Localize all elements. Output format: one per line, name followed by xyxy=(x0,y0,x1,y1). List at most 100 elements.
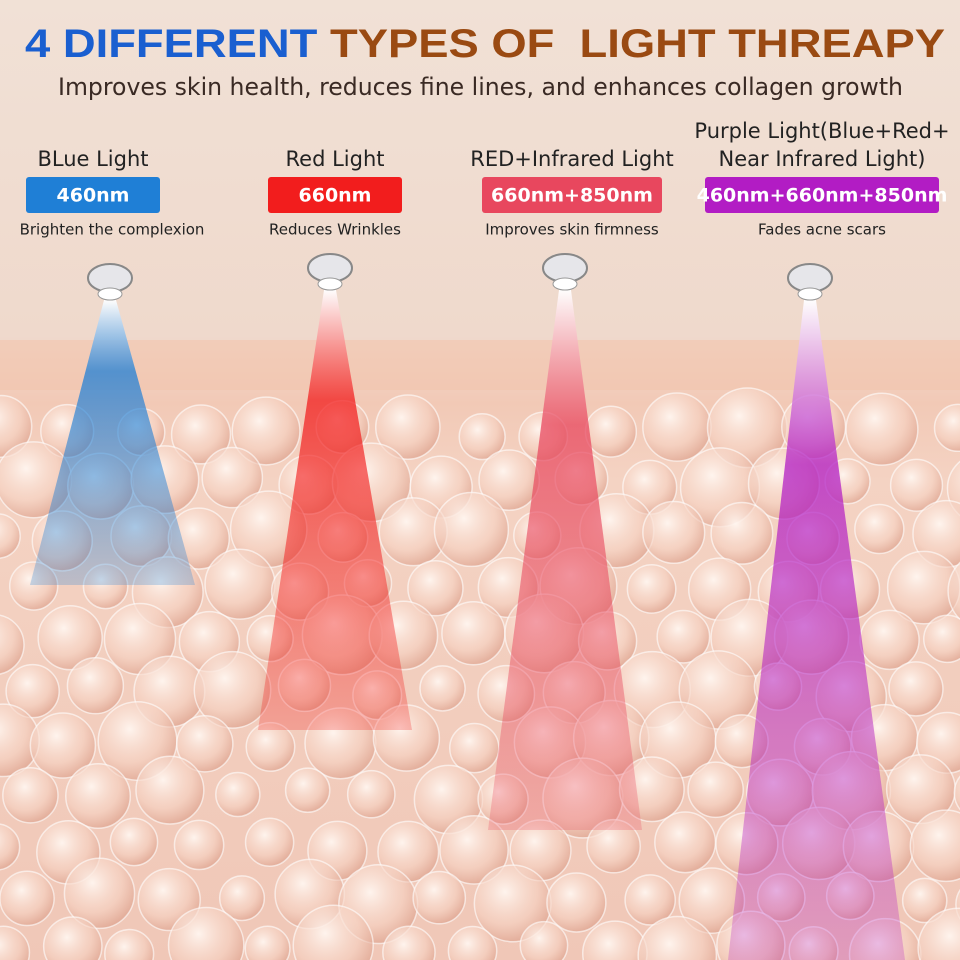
bubble xyxy=(2,766,59,824)
bubble xyxy=(854,503,905,555)
benefit: Brighten the complexion xyxy=(20,221,205,239)
bubble xyxy=(637,915,718,960)
light-items: BLue Light 460nm Brighten the complexion Re… xyxy=(20,119,950,239)
bubble xyxy=(953,775,960,811)
bubble xyxy=(845,392,919,466)
bubble xyxy=(584,405,638,458)
device-lens xyxy=(797,287,823,301)
light-name: Near Infrared Light) xyxy=(719,147,926,171)
bubble xyxy=(0,823,21,871)
bubble xyxy=(654,811,717,874)
title: 4 DIFFERENT TYPES OF LIGHT THREAPY xyxy=(25,22,945,66)
bubble xyxy=(0,513,21,559)
bubble xyxy=(66,657,125,715)
bubble xyxy=(346,769,396,819)
light-beam xyxy=(728,300,905,960)
bubble xyxy=(626,564,677,614)
device-lens xyxy=(97,287,123,301)
bubble xyxy=(0,870,55,927)
bubble xyxy=(104,928,155,960)
bubble xyxy=(687,761,744,819)
light-name: Purple Light(Blue+Red+ xyxy=(694,119,949,143)
bubble xyxy=(448,722,500,774)
benefit: Reduces Wrinkles xyxy=(269,221,401,239)
bubble xyxy=(382,925,436,960)
wavelength-badge xyxy=(482,177,662,213)
bubble xyxy=(244,817,295,868)
light-beam xyxy=(488,290,642,830)
bubble xyxy=(519,920,569,960)
bubble xyxy=(642,500,706,564)
bubble xyxy=(923,614,960,664)
bubbles xyxy=(0,387,960,960)
bubble xyxy=(173,819,225,871)
bubble xyxy=(888,661,944,717)
beams xyxy=(30,253,905,960)
light-beam xyxy=(30,300,195,585)
title-highlight: 4 DIFFERENT xyxy=(25,22,317,66)
bubble xyxy=(175,715,234,773)
bubble xyxy=(419,665,466,712)
bubble xyxy=(947,561,960,621)
bubble xyxy=(710,501,774,565)
bubble xyxy=(642,392,712,462)
benefit: Improves skin firmness xyxy=(485,221,659,239)
bubble xyxy=(889,458,944,512)
bubble xyxy=(624,874,676,926)
bubble xyxy=(109,817,159,867)
bubble xyxy=(244,925,291,960)
bubble xyxy=(63,857,136,930)
wavelength-badge xyxy=(705,177,939,213)
device-lens xyxy=(317,277,343,291)
wavelength: 460nm xyxy=(57,185,130,207)
bubble xyxy=(439,815,509,885)
bubble xyxy=(5,663,60,719)
bubble xyxy=(0,925,31,960)
bubble xyxy=(231,396,301,466)
subtitle: Improves skin health, reduces fine lines… xyxy=(58,73,903,101)
wavelength-badge xyxy=(26,177,160,213)
light-name: Red Light xyxy=(286,147,385,171)
bubble xyxy=(859,609,920,671)
bubble xyxy=(441,601,506,666)
bubble xyxy=(656,609,711,664)
device-lens xyxy=(552,277,578,291)
light-name: BLue Light xyxy=(37,147,148,171)
bubble xyxy=(284,767,331,814)
wavelength: 660nm+850nm xyxy=(491,185,653,207)
bubble xyxy=(65,763,132,830)
title-rest: TYPES OF LIGHT THREAPY xyxy=(330,22,945,66)
bubble xyxy=(215,771,261,818)
bubble xyxy=(37,604,103,671)
bubble xyxy=(407,559,464,617)
bubble xyxy=(201,446,264,509)
wavelength-badge xyxy=(268,177,402,213)
wavelength: 660nm xyxy=(299,185,372,207)
bubble xyxy=(901,877,948,924)
bubble xyxy=(412,870,467,925)
bubble xyxy=(218,875,266,922)
bubble xyxy=(458,412,506,461)
bubble xyxy=(167,906,245,960)
bubble xyxy=(292,904,374,960)
bubble xyxy=(374,394,441,460)
light-beam xyxy=(258,290,412,730)
bubble xyxy=(433,491,510,568)
bubble xyxy=(29,712,97,779)
bubble xyxy=(135,755,205,825)
bubble xyxy=(42,916,103,960)
bubble xyxy=(917,907,960,960)
bubble xyxy=(546,872,607,933)
light-name: RED+Infrared Light xyxy=(470,147,674,171)
bubble xyxy=(447,925,498,960)
bubble xyxy=(204,548,276,620)
wavelength: 460nm+660nm+850nm xyxy=(697,185,948,207)
bubble xyxy=(933,403,960,453)
benefit: Fades acne scars xyxy=(758,221,886,239)
bubble xyxy=(0,614,25,675)
bubble xyxy=(0,394,33,458)
bubble xyxy=(909,809,960,883)
